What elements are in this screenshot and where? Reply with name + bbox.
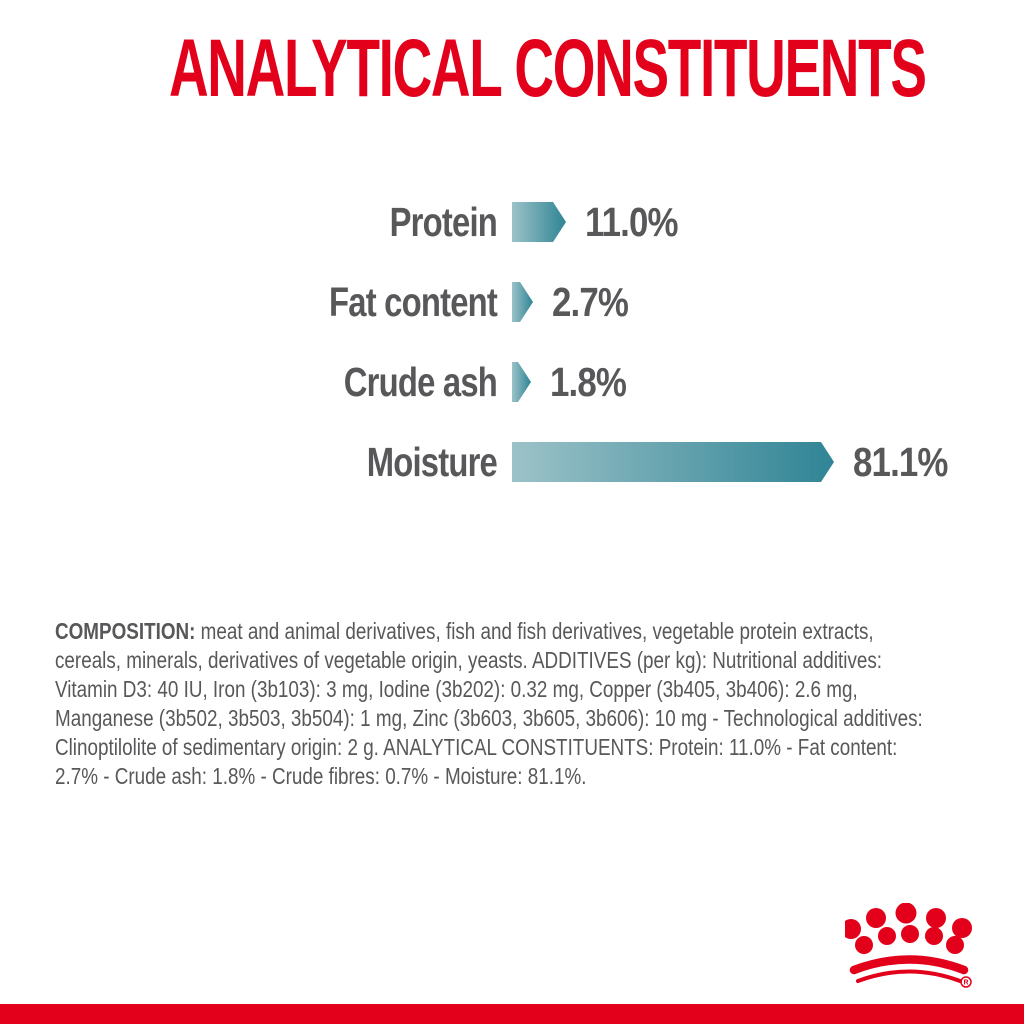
crown-band-icon bbox=[856, 969, 962, 983]
chart-row-protein: Protein 11.0% bbox=[0, 182, 1024, 262]
value-bar-fat-content bbox=[512, 282, 533, 322]
royal-canin-crown-logo: R bbox=[845, 903, 972, 988]
nutrition-bar-chart: Protein 11.0% Fat content 2.7% Crude ash… bbox=[0, 182, 1024, 502]
crown-dot-icon bbox=[866, 908, 886, 928]
value-bar-protein bbox=[512, 202, 566, 242]
composition-label: COMPOSITION: bbox=[55, 618, 196, 644]
chart-row-moisture: Moisture 81.1% bbox=[0, 422, 1024, 502]
crown-band-icon bbox=[849, 955, 969, 975]
bottom-red-bar bbox=[0, 1004, 1024, 1024]
bar-value-moisture: 81.1% bbox=[853, 438, 948, 485]
registered-trademark-icon: R bbox=[960, 976, 972, 988]
crown-dot-icon bbox=[878, 927, 896, 945]
bar-label-protein: Protein bbox=[389, 198, 498, 245]
crown-dot-icon bbox=[946, 936, 964, 954]
crown-dot-icon bbox=[855, 936, 873, 954]
crown-dot-icon bbox=[845, 919, 861, 939]
bar-value-fat-content: 2.7% bbox=[552, 278, 629, 325]
chart-row-fat-content: Fat content 2.7% bbox=[0, 262, 1024, 342]
value-bar-moisture bbox=[512, 442, 834, 482]
bar-value-protein: 11.0% bbox=[585, 198, 679, 245]
bar-label-crude-ash: Crude ash bbox=[343, 358, 498, 405]
crown-dot-icon bbox=[901, 925, 919, 943]
value-bar-crude-ash bbox=[512, 362, 531, 402]
bar-value-crude-ash: 1.8% bbox=[550, 358, 627, 405]
crown-dot-icon bbox=[925, 927, 943, 945]
page-title: ANALYTICAL CONSTITUENTS bbox=[168, 23, 927, 114]
composition-text: meat and animal derivatives, fish and fi… bbox=[55, 618, 923, 789]
crown-dot-icon bbox=[926, 908, 946, 928]
crown-dot-icon bbox=[895, 903, 917, 924]
svg-text:R: R bbox=[963, 980, 968, 987]
bar-label-moisture: Moisture bbox=[366, 438, 498, 485]
crown-dot-icon bbox=[952, 918, 972, 938]
chart-row-crude-ash: Crude ash 1.8% bbox=[0, 342, 1024, 422]
composition-paragraph: COMPOSITION: meat and animal derivatives… bbox=[55, 617, 942, 791]
bar-label-fat-content: Fat content bbox=[329, 278, 498, 325]
